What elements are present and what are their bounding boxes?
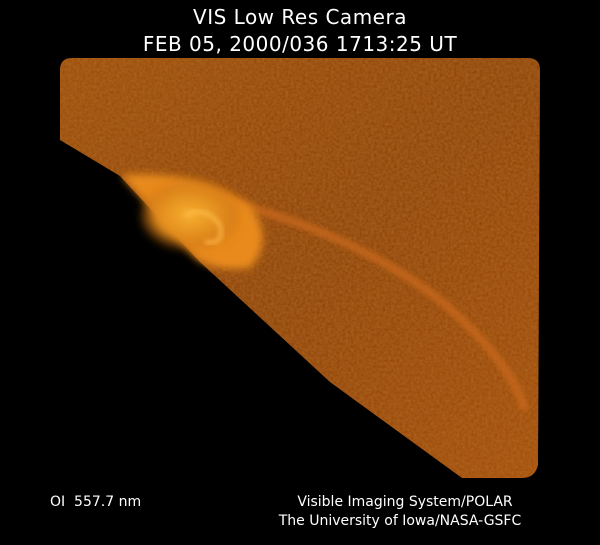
image-timestamp: FEB 05, 2000/036 1713:25 UT — [142, 32, 458, 56]
auroral-swirl — [183, 209, 224, 245]
sunlit-disk — [60, 58, 540, 478]
auroral-hotspot — [140, 177, 250, 253]
credit-line-1: Visible Imaging System/POLAR — [297, 494, 513, 510]
camera-title: VIS Low Res Camera — [193, 5, 407, 29]
credit-line-2: The University of Iowa/NASA-GSFC — [278, 513, 522, 529]
wavelength-label: OI 557.7 nm — [50, 494, 142, 510]
